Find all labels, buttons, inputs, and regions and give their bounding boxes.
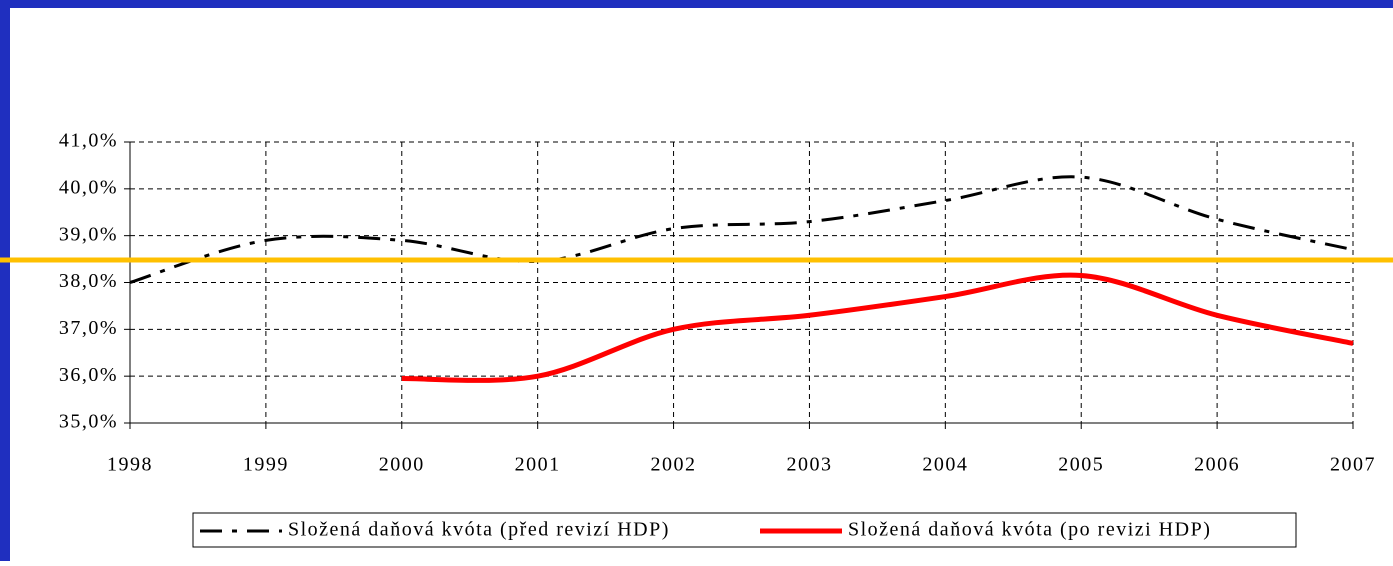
y-tick-label: 38,0%	[59, 270, 118, 292]
x-tick-label: 2000	[379, 454, 425, 476]
y-tick-label: 39,0%	[59, 223, 118, 245]
legend	[192, 512, 1297, 548]
y-tick-label: 40,0%	[59, 176, 118, 198]
x-tick-label: 2006	[1194, 454, 1240, 476]
y-tick-label: 35,0%	[59, 411, 118, 433]
x-tick-label: 2003	[786, 454, 832, 476]
frame-top	[0, 0, 1393, 8]
legend-label: Složená daňová kvóta (před revizí HDP)	[288, 519, 670, 541]
x-tick-label: 2004	[922, 454, 968, 476]
x-tick-label: 2007	[1330, 454, 1376, 476]
series-line	[401, 272, 1354, 383]
y-tick-label: 37,0%	[59, 317, 118, 339]
x-tick-label: 2002	[651, 454, 697, 476]
frame-left	[0, 0, 10, 561]
legend-label: Složená daňová kvóta (po revizi HDP)	[848, 519, 1211, 541]
y-tick-label: 36,0%	[59, 364, 118, 386]
x-tick-label: 1998	[107, 454, 153, 476]
series-line	[129, 175, 1354, 284]
x-tick-label: 2001	[515, 454, 561, 476]
x-tick-label: 1999	[243, 454, 289, 476]
y-tick-label: 41,0%	[59, 130, 118, 152]
x-tick-label: 2005	[1058, 454, 1104, 476]
